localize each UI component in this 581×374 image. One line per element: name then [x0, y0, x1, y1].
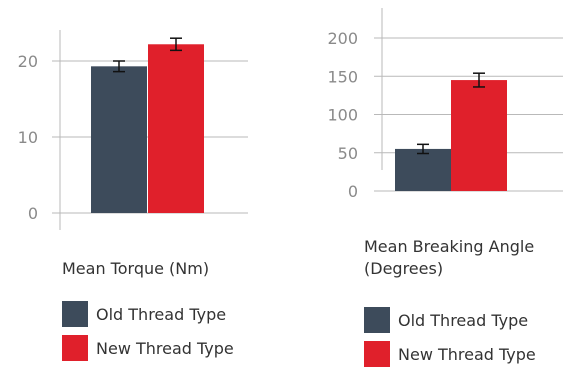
- chart2-y-tick-label: 100: [327, 106, 358, 125]
- legend-label-new: New Thread Type: [96, 339, 234, 358]
- legend-label-old: Old Thread Type: [398, 311, 528, 330]
- chart1-y-tick-label: 10: [18, 128, 38, 147]
- chart1-legend: Old Thread Type New Thread Type: [62, 300, 234, 368]
- chart1-y-tick-label: 0: [28, 204, 38, 223]
- chart2-legend-item-new: New Thread Type: [364, 340, 536, 368]
- chart1-legend-item-old: Old Thread Type: [62, 300, 234, 328]
- legend-swatch-new: [62, 335, 88, 361]
- chart2-x-axis-title: Mean Breaking Angle (Degrees): [364, 236, 574, 280]
- legend-label-old: Old Thread Type: [96, 305, 226, 324]
- chart1-y-tick-label: 20: [18, 52, 38, 71]
- legend-label-new: New Thread Type: [398, 345, 536, 364]
- chart1-legend-item-new: New Thread Type: [62, 334, 234, 362]
- chart2-y-tick-label: 0: [348, 182, 358, 201]
- legend-swatch-new: [364, 341, 390, 367]
- chart2-y-tick-label: 50: [338, 144, 358, 163]
- chart2-y-tick-label: 150: [327, 67, 358, 86]
- chart1-bar-new: [148, 44, 204, 213]
- chart2-bar-new: [451, 80, 507, 191]
- legend-swatch-old: [364, 307, 390, 333]
- chart1-bar-old: [91, 66, 147, 213]
- legend-swatch-old: [62, 301, 88, 327]
- chart1-x-axis-title: Mean Torque (Nm): [62, 258, 209, 280]
- chart2-legend-item-old: Old Thread Type: [364, 306, 536, 334]
- chart2-bar-old: [395, 149, 451, 191]
- chart2-y-tick-label: 200: [327, 29, 358, 48]
- chart2-legend: Old Thread Type New Thread Type: [364, 306, 536, 374]
